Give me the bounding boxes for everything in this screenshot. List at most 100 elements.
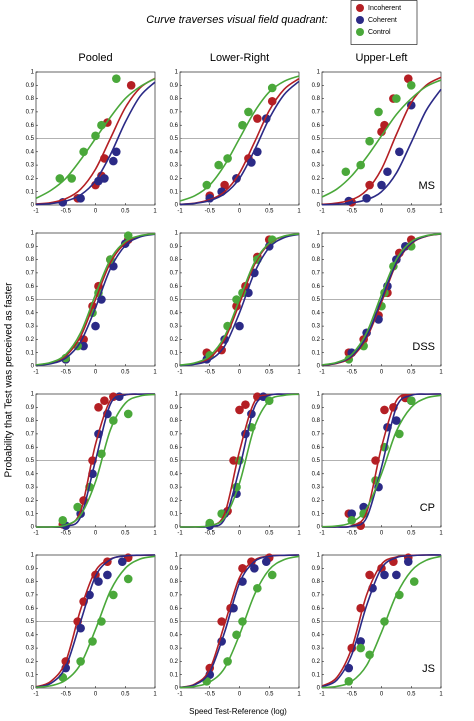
y-tick-label: 0.2 <box>312 659 321 665</box>
y-tick-label: 0.6 <box>312 284 321 290</box>
y-tick-label: 0.1 <box>170 189 179 195</box>
x-tick-label: -0.5 <box>347 370 358 376</box>
x-tick-label: 0.5 <box>121 692 130 698</box>
data-point <box>109 156 118 166</box>
y-tick-label: 0.8 <box>26 579 35 585</box>
data-point <box>235 405 244 415</box>
y-tick-label: 0.6 <box>170 284 179 290</box>
x-tick-label: 1 <box>153 209 157 215</box>
y-tick-label: 0 <box>317 525 321 531</box>
x-tick-label: -0.5 <box>205 209 216 215</box>
data-point <box>112 74 121 83</box>
x-tick-label: 1 <box>297 531 301 537</box>
legend-label: Incoherent <box>368 5 401 12</box>
data-point <box>244 107 253 117</box>
y-tick-label: 0.5 <box>312 297 321 303</box>
data-point <box>365 136 374 146</box>
data-point <box>126 81 136 90</box>
y-tick-label: 0.9 <box>26 244 35 250</box>
y-tick-label: 0.5 <box>26 619 35 625</box>
x-tick-label: 1 <box>297 209 301 215</box>
x-tick-label: -1 <box>319 370 325 376</box>
y-tick-label: 0.7 <box>170 109 179 115</box>
x-tick-label: 1 <box>439 209 443 215</box>
y-tick-label: 0.7 <box>170 431 179 437</box>
y-tick-label: 0.6 <box>26 284 35 290</box>
x-tick-label: 0.5 <box>407 692 416 698</box>
data-point <box>117 557 127 566</box>
data-point <box>383 167 392 177</box>
data-point <box>235 321 244 331</box>
fit-curve <box>321 554 442 688</box>
data-point <box>73 502 82 512</box>
y-tick-label: 0.6 <box>26 445 35 451</box>
y-tick-label: 0.3 <box>170 646 179 652</box>
data-point <box>229 456 238 465</box>
x-tick-label: -0.5 <box>61 370 72 376</box>
subject-label: CP <box>420 502 435 514</box>
fit-curve <box>179 554 300 689</box>
y-tick-label: 0.8 <box>26 418 35 424</box>
y-tick-label: 0.4 <box>26 471 35 477</box>
y-tick-label: 0.8 <box>26 257 35 263</box>
fit-curve <box>179 75 300 202</box>
x-tick-label: 0.5 <box>407 370 416 376</box>
y-tick-label: 0.5 <box>170 619 179 625</box>
data-point <box>58 516 68 525</box>
x-tick-label: -0.5 <box>347 531 358 537</box>
data-point <box>109 590 118 600</box>
x-tick-label: 0 <box>380 531 384 537</box>
x-tick-label: 0.5 <box>265 692 274 698</box>
y-tick-label: 0.8 <box>170 257 179 263</box>
data-point <box>267 570 277 580</box>
fit-curve <box>35 554 156 688</box>
x-tick-label: -1 <box>33 209 39 215</box>
y-tick-label: 1 <box>175 70 179 76</box>
y-tick-label: 0.7 <box>26 431 35 437</box>
y-tick-label: 0.7 <box>170 270 179 276</box>
y-tick-label: 0.3 <box>312 485 321 491</box>
y-tick-label: 0.6 <box>26 123 35 129</box>
data-point <box>380 405 389 415</box>
data-point <box>67 174 76 183</box>
x-tick-label: 0.5 <box>407 531 416 537</box>
y-tick-label: 0.2 <box>26 337 35 343</box>
x-tick-label: 0.5 <box>265 370 274 376</box>
y-tick-label: 1 <box>175 553 179 559</box>
data-point <box>380 570 389 580</box>
fit-curve <box>321 79 442 198</box>
fit-curve <box>35 77 156 200</box>
fit-curve <box>35 233 156 366</box>
data-point <box>123 409 133 419</box>
y-tick-label: 0.2 <box>312 337 321 343</box>
y-tick-label: 0.6 <box>312 606 321 612</box>
fit-curve <box>35 555 156 689</box>
y-tick-label: 0.9 <box>312 83 321 89</box>
y-tick-label: 1 <box>175 231 179 237</box>
data-point <box>79 341 88 351</box>
y-tick-label: 0.5 <box>26 297 35 303</box>
x-tick-label: 1 <box>153 692 157 698</box>
fit-curve <box>321 555 442 689</box>
y-tick-label: 0.3 <box>170 163 179 169</box>
y-tick-label: 0.7 <box>170 592 179 598</box>
data-point <box>406 81 416 90</box>
y-tick-label: 0.8 <box>312 257 321 263</box>
y-tick-label: 0.3 <box>170 485 179 491</box>
y-tick-label: 0.1 <box>26 511 35 517</box>
x-tick-label: 1 <box>153 531 157 537</box>
data-point <box>103 570 112 580</box>
y-tick-label: 0.4 <box>312 310 321 316</box>
y-tick-label: 0.7 <box>26 109 35 115</box>
fit-curve <box>179 393 300 528</box>
y-tick-label: 0.8 <box>26 96 35 102</box>
y-tick-label: 0.4 <box>312 149 321 155</box>
data-point <box>94 403 103 412</box>
y-tick-label: 0.9 <box>26 566 35 572</box>
y-tick-label: 0.7 <box>312 431 321 437</box>
x-tick-label: 0 <box>94 370 98 376</box>
y-tick-label: 0.1 <box>312 511 321 517</box>
data-point <box>217 617 226 626</box>
data-point <box>365 570 374 580</box>
